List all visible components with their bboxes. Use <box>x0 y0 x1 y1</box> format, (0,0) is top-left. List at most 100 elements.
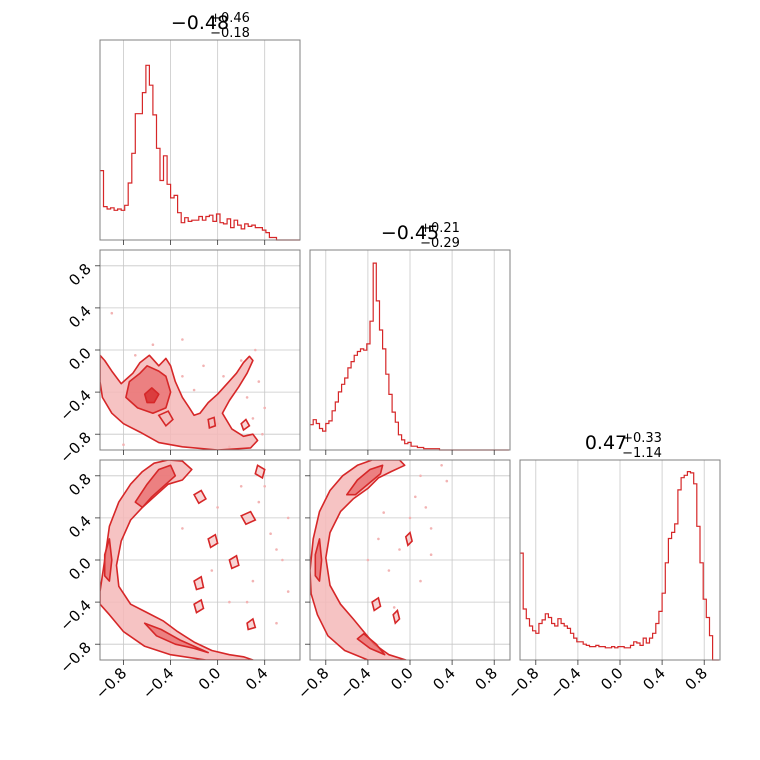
y-tick-label-1-0-0: −0.8 <box>56 428 94 466</box>
x-tick-label-2-2-0: −0.8 <box>504 664 542 702</box>
data-layer <box>100 64 719 661</box>
contour-island-2-0-1 <box>240 510 257 526</box>
scatter-point-2-0-10 <box>210 569 214 572</box>
scatter-point-1-0-12 <box>254 348 257 352</box>
contour-island-2-0-3 <box>193 575 205 591</box>
y-tick-label-2-0-0: −0.8 <box>56 638 94 676</box>
scatter-point-1-0-9 <box>122 443 125 447</box>
scatter-point-1-0-14 <box>245 396 249 399</box>
scatter-point-2-1-1 <box>440 464 443 467</box>
contour-region-2-1-0 <box>310 460 407 660</box>
y-tick-label-2-0-4: 0.8 <box>65 470 95 500</box>
contour-island-2-0-7 <box>193 489 207 505</box>
scatter-point-2-0-1 <box>286 516 290 520</box>
x-tick-label-2-1-1: −0.4 <box>336 664 374 702</box>
contour-region-2-0-3 <box>103 538 113 582</box>
title-param-1-minus: −0.18 <box>210 26 250 41</box>
x-tick-label-2-0-3: 0.4 <box>242 664 272 694</box>
x-tick-label-2-0-2: 0.0 <box>195 664 225 694</box>
x-tick-label-2-1-0: −0.8 <box>294 664 332 702</box>
contour-island-2-0-0 <box>254 464 266 480</box>
title-param-2: −0.45 <box>381 222 439 244</box>
histogram-param-2 <box>310 262 509 451</box>
title-param-2-plus: +0.21 <box>420 221 460 236</box>
y-tick-label-2-0-2: 0.0 <box>65 554 95 584</box>
title-param-1: −0.48 <box>171 12 229 34</box>
scatter-point-1-0-13 <box>151 343 155 347</box>
scatter-point-2-1-14 <box>424 506 428 509</box>
y-tick-label-1-0-4: 0.8 <box>65 260 95 290</box>
title-param-2-minus: −0.29 <box>420 236 460 251</box>
title-param-1-plus: +0.46 <box>210 11 250 26</box>
contour-region-2-1-2 <box>314 538 323 582</box>
scatter-point-2-1-12 <box>429 553 433 556</box>
density-panel-1-0 <box>100 311 267 450</box>
scatter-point-2-0-5 <box>286 590 290 593</box>
scatter-point-2-0-14 <box>245 600 249 604</box>
scatter-point-1-0-5 <box>257 380 261 383</box>
y-tick-label-1-0-3: 0.4 <box>65 302 95 332</box>
x-tick-label-2-1-3: 0.4 <box>429 664 459 694</box>
scatter-point-1-0-1 <box>134 354 137 357</box>
histogram-param-1 <box>100 64 300 241</box>
scatter-point-2-0-11 <box>257 500 261 504</box>
contour-island-2-0-2 <box>228 554 240 570</box>
scatter-point-1-0-7 <box>251 417 255 420</box>
contour-region-2-1-3 <box>356 632 386 656</box>
y-tick-label-1-0-1: −0.4 <box>56 386 94 424</box>
scatter-point-1-0-15 <box>261 432 264 436</box>
x-tick-label-2-1-4: 0.8 <box>471 664 501 694</box>
scatter-point-1-0-3 <box>222 375 225 378</box>
x-tick-label-2-0-1: −0.4 <box>139 664 177 702</box>
contour-region-2-1-1 <box>345 464 384 496</box>
grid-layer <box>100 40 705 660</box>
scatter-point-2-1-13 <box>382 511 386 514</box>
scatter-point-2-0-4 <box>228 600 231 604</box>
scatter-point-2-0-0 <box>263 485 267 488</box>
contour-island-2-1-1 <box>392 608 401 625</box>
scatter-point-2-0-3 <box>251 579 255 583</box>
scatter-point-1-0-6 <box>263 406 267 410</box>
scatter-point-2-1-9 <box>414 495 417 499</box>
scatter-point-2-1-5 <box>387 569 391 572</box>
y-tick-label-2-0-3: 0.4 <box>65 512 95 542</box>
scatter-point-1-0-4 <box>239 359 243 362</box>
x-tick-label-2-0-0: −0.8 <box>92 664 130 702</box>
scatter-point-2-0-13 <box>181 527 184 530</box>
x-tick-label-2-2-3: 0.4 <box>639 664 669 694</box>
scatter-point-1-0-0 <box>110 311 114 315</box>
density-panel-2-0 <box>100 460 290 660</box>
density-panel-2-1 <box>310 460 449 660</box>
title-param-3: 0.47 <box>585 432 627 454</box>
scatter-point-2-1-2 <box>408 516 412 520</box>
scatter-point-2-1-3 <box>398 548 401 551</box>
contour-region-2-0-1 <box>134 464 177 509</box>
scatter-point-2-1-10 <box>445 479 449 483</box>
contour-region-1-0-2 <box>143 387 160 404</box>
scatter-point-2-0-6 <box>275 621 278 625</box>
contour-island-2-0-6 <box>246 617 257 631</box>
scatter-point-1-0-16 <box>202 364 205 368</box>
contour-island-1-0-1 <box>207 416 217 429</box>
scatter-point-2-0-12 <box>281 558 284 562</box>
histogram-param-3 <box>520 471 719 661</box>
contour-island-2-1-2 <box>404 531 413 547</box>
x-tick-label-2-2-2: 0.0 <box>597 664 627 694</box>
title-param-3-plus: +0.33 <box>622 431 662 446</box>
scatter-point-2-0-8 <box>239 485 243 488</box>
y-tick-label-1-0-2: 0.0 <box>65 344 95 374</box>
contour-region-2-0-2 <box>143 622 209 654</box>
contour-region-2-0-0 <box>100 460 254 660</box>
scatter-point-1-0-8 <box>181 338 184 341</box>
y-tick-label-2-0-1: −0.4 <box>56 596 94 634</box>
scatter-point-2-1-6 <box>377 537 380 541</box>
scatter-point-2-0-2 <box>275 548 278 551</box>
scatter-point-2-1-8 <box>366 558 370 562</box>
contour-island-1-0-0 <box>157 410 174 428</box>
scatter-point-1-0-2 <box>181 375 184 378</box>
contour-island-1-0-2 <box>240 418 251 432</box>
scatter-point-2-1-4 <box>429 527 433 530</box>
scatter-point-2-0-7 <box>269 532 272 535</box>
scatter-point-1-0-11 <box>192 388 196 392</box>
